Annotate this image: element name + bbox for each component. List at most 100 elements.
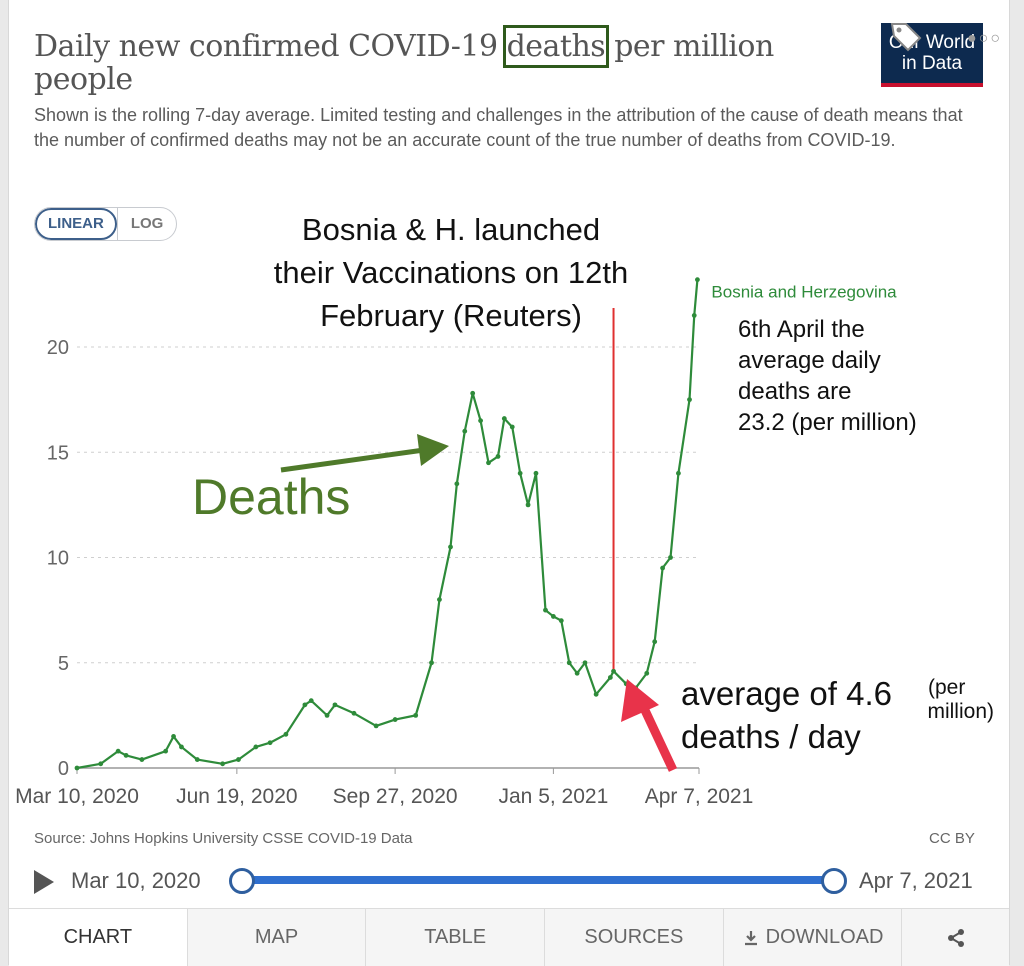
data-point-12 xyxy=(267,740,273,746)
tab-map-label: MAP xyxy=(254,926,299,948)
data-point-24 xyxy=(448,544,453,550)
average-arrow-shaft xyxy=(638,704,678,772)
tab-map[interactable]: MAP xyxy=(186,909,366,966)
chart-card: Daily new confirmed COVID-19 deaths per … xyxy=(8,0,1010,966)
tab-sources[interactable]: SOURCES xyxy=(544,909,723,966)
log-scale-button[interactable]: LOG xyxy=(116,208,176,240)
timeline-track[interactable] xyxy=(241,876,835,884)
data-point-38 xyxy=(558,618,564,624)
x-tick-3: Jan 5, 2021 xyxy=(499,785,609,808)
series-line-bosnia xyxy=(76,279,699,770)
deaths-annotation: Deaths xyxy=(192,469,351,525)
data-point-30 xyxy=(495,454,501,459)
data-point-0 xyxy=(74,765,80,771)
data-point-5 xyxy=(163,748,169,754)
data-point-14 xyxy=(302,702,308,708)
timeline-end-label: Apr 7, 2021 xyxy=(859,868,973,893)
tag-icon[interactable] xyxy=(888,18,924,54)
y-tick-0: 0 xyxy=(58,758,69,780)
data-point-23 xyxy=(437,597,442,602)
average-annotation: average of 4.6 deaths / day xyxy=(681,672,892,758)
data-point-9 xyxy=(220,761,226,767)
data-point-15 xyxy=(308,698,314,704)
data-point-34 xyxy=(525,502,531,508)
data-point-19 xyxy=(373,723,379,729)
data-point-10 xyxy=(236,757,241,762)
data-point-17 xyxy=(332,702,338,708)
data-point-18 xyxy=(351,710,357,716)
linear-scale-button[interactable]: LINEAR xyxy=(35,208,117,240)
data-point-27 xyxy=(470,390,476,396)
april-note-line-1: 6th April the xyxy=(738,316,865,343)
april-note: 6th April the average daily deaths are 2… xyxy=(738,314,917,438)
data-point-37 xyxy=(550,614,556,619)
average-unit-line-1: (per xyxy=(928,676,966,699)
data-point-41 xyxy=(582,660,588,666)
data-point-52 xyxy=(687,397,692,403)
data-point-51 xyxy=(676,470,681,476)
average-unit-annotation: (per million) xyxy=(914,676,994,724)
x-tick-4: Apr 7, 2021 xyxy=(645,785,754,808)
data-point-8 xyxy=(194,757,200,762)
average-line-1: average of 4.6 xyxy=(681,675,892,712)
data-point-31 xyxy=(501,416,507,421)
data-point-33 xyxy=(517,470,523,476)
timeline-start-label: Mar 10, 2020 xyxy=(71,868,201,893)
data-point-43 xyxy=(607,675,613,680)
line-chart: 0 5 10 15 20 Mar 10, 2020 Jun 19, 2020 Sep 27,… xyxy=(15,277,897,808)
data-point-29 xyxy=(486,460,491,466)
play-icon[interactable] xyxy=(34,870,54,894)
vaccination-line-1: Bosnia & H. launched xyxy=(301,212,601,247)
logo-line-2: in Data xyxy=(901,53,963,74)
x-axis-ticks: Mar 10, 2020 Jun 19, 2020 Sep 27, 2020 Jan … xyxy=(15,768,753,808)
data-point-16 xyxy=(324,712,330,718)
source-note[interactable]: Source: Johns Hopkins University CSSE CO… xyxy=(34,830,413,847)
vaccination-line-3: February (Reuters) xyxy=(320,298,582,333)
data-point-22 xyxy=(429,660,434,666)
timeline-start-handle[interactable] xyxy=(229,868,255,894)
data-point-26 xyxy=(462,428,468,434)
more-options-icon[interactable]: ●○○ xyxy=(967,30,1002,47)
data-point-39 xyxy=(566,660,572,666)
tab-chart-label: CHART xyxy=(63,926,133,948)
title-part-1: Daily new confirmed COVID-19 xyxy=(34,29,507,64)
data-point-50 xyxy=(668,555,673,560)
data-point-28 xyxy=(478,418,483,424)
y-tick-10: 10 xyxy=(47,548,69,570)
tab-download[interactable]: DOWNLOAD xyxy=(722,909,902,966)
april-note-line-4: 23.2 (per million) xyxy=(738,409,917,436)
timeline-end-handle[interactable] xyxy=(821,868,847,894)
tab-share[interactable] xyxy=(901,909,1009,966)
data-point-3 xyxy=(123,752,129,758)
average-unit-line-2: million) xyxy=(927,700,994,723)
data-point-35 xyxy=(533,470,539,476)
data-point-53 xyxy=(691,313,697,318)
data-point-4 xyxy=(139,757,145,762)
chart-subtitle: Shown is the rolling 7-day average. Limi… xyxy=(34,105,963,150)
data-point-21 xyxy=(413,712,419,718)
scale-toggle[interactable]: LINEAR LOG xyxy=(34,207,178,241)
tab-sources-label: SOURCES xyxy=(584,926,684,948)
data-point-1 xyxy=(98,761,104,767)
tab-download-label: DOWNLOAD xyxy=(765,926,884,948)
data-point-6 xyxy=(171,734,176,739)
y-tick-15: 15 xyxy=(47,442,69,464)
data-point-36 xyxy=(543,607,548,613)
data-point-40 xyxy=(574,670,580,676)
chart-grid xyxy=(77,346,699,769)
x-tick-2: Sep 27, 2020 xyxy=(333,785,458,808)
data-point-32 xyxy=(509,424,515,430)
data-point-11 xyxy=(253,744,259,750)
x-tick-1: Jun 19, 2020 xyxy=(176,785,297,808)
y-tick-20: 20 xyxy=(47,337,69,359)
tab-table-label: TABLE xyxy=(424,926,487,948)
title-highlighted-word: deaths xyxy=(502,25,610,68)
data-point-49 xyxy=(660,565,665,571)
data-point-54 xyxy=(695,277,700,283)
average-arrow-head xyxy=(621,679,659,722)
deaths-arrow-head xyxy=(417,434,449,466)
license-link[interactable]: CC BY xyxy=(929,830,975,847)
tab-chart[interactable]: CHART xyxy=(9,909,187,966)
annotation-shapes xyxy=(280,308,678,772)
tab-table[interactable]: TABLE xyxy=(365,909,544,966)
